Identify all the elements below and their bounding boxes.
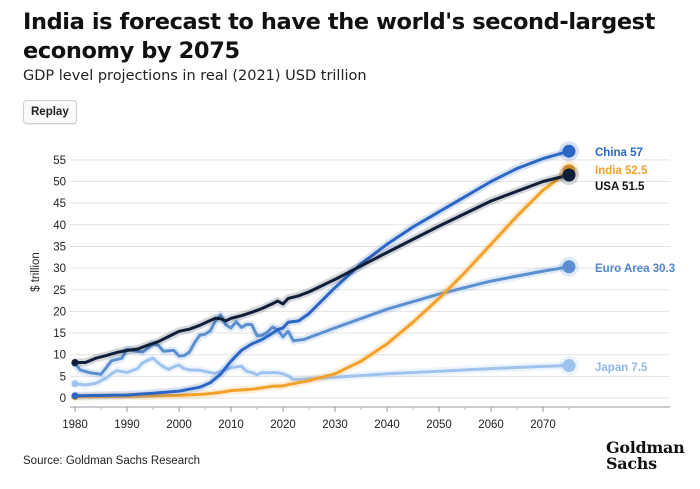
end-label-japan: Japan 7.5 [595, 362, 648, 374]
y-axis-label: $ trillion [30, 252, 42, 292]
series-line-japan [73, 356, 571, 387]
y-tick-label: 20 [53, 306, 66, 318]
x-tick-label: 1980 [62, 419, 88, 431]
series-line-usa [73, 173, 571, 364]
y-tick-label: 45 [53, 198, 66, 210]
x-tick-label: 2030 [322, 419, 348, 431]
start-point-usa [71, 358, 79, 366]
end-point-china [562, 144, 576, 158]
y-tick-label: 10 [53, 350, 66, 362]
end-point-euro-area [562, 260, 576, 274]
end-label-usa: USA 51.5 [595, 181, 645, 193]
x-tick-label: 2070 [530, 419, 556, 431]
end-point-japan [562, 359, 576, 373]
logo-line-2: Sachs [606, 454, 657, 473]
start-point-japan [71, 380, 79, 388]
x-tick-label: 2020 [270, 419, 296, 431]
x-tick-label: 2010 [218, 419, 244, 431]
y-tick-label: 50 [53, 177, 66, 189]
source-note: Source: Goldman Sachs Research [23, 455, 201, 467]
chart-subtitle: GDP level projections in real (2021) USD… [23, 68, 367, 84]
y-tick-label: 30 [53, 263, 66, 275]
end-label-euro-area: Euro Area 30.3 [595, 263, 675, 275]
x-tick-label: 2060 [478, 419, 504, 431]
x-tick-label: 2000 [166, 419, 192, 431]
y-tick-label: 35 [53, 241, 66, 253]
series-line-india [73, 169, 571, 399]
start-point-china [71, 392, 79, 400]
y-tick-label: 40 [53, 220, 66, 232]
series-line-china [73, 149, 571, 398]
y-tick-label: 55 [53, 155, 66, 167]
y-tick-label: 25 [53, 285, 66, 297]
end-point-usa [562, 168, 576, 182]
y-tick-label: 5 [60, 371, 66, 383]
end-label-india: India 52.5 [595, 165, 648, 177]
y-tick-label: 15 [53, 328, 66, 340]
end-label-china: China 57 [595, 147, 643, 159]
goldman-sachs-logo: Goldman Sachs [606, 438, 685, 473]
x-tick-label: 1990 [114, 419, 140, 431]
chart-title: India is forecast to have the world's se… [23, 9, 656, 64]
x-tick-label: 2050 [426, 419, 452, 431]
grid-lines [70, 159, 670, 399]
logo-line-1: Goldman [606, 438, 685, 457]
y-tick-label: 0 [60, 393, 66, 405]
x-tick-label: 2040 [374, 419, 400, 431]
replay-button[interactable]: Replay [23, 100, 77, 124]
